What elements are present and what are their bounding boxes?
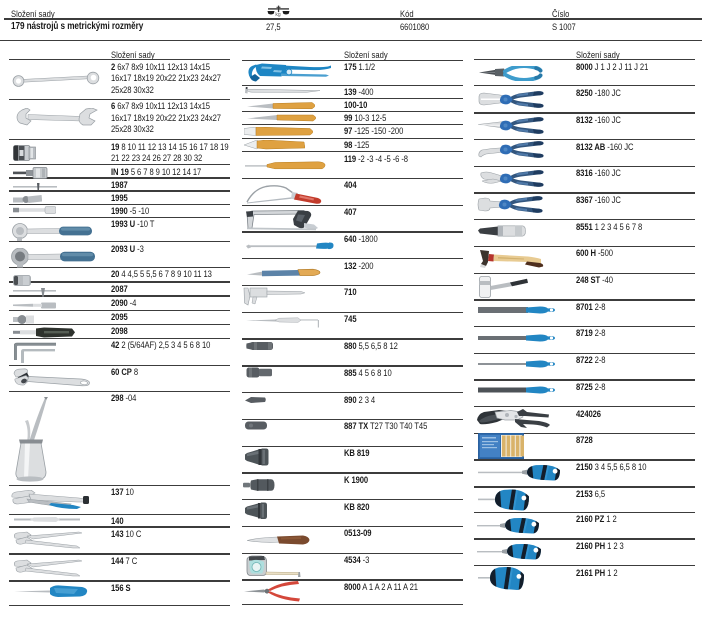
svg-text:kg: kg: [275, 12, 281, 17]
